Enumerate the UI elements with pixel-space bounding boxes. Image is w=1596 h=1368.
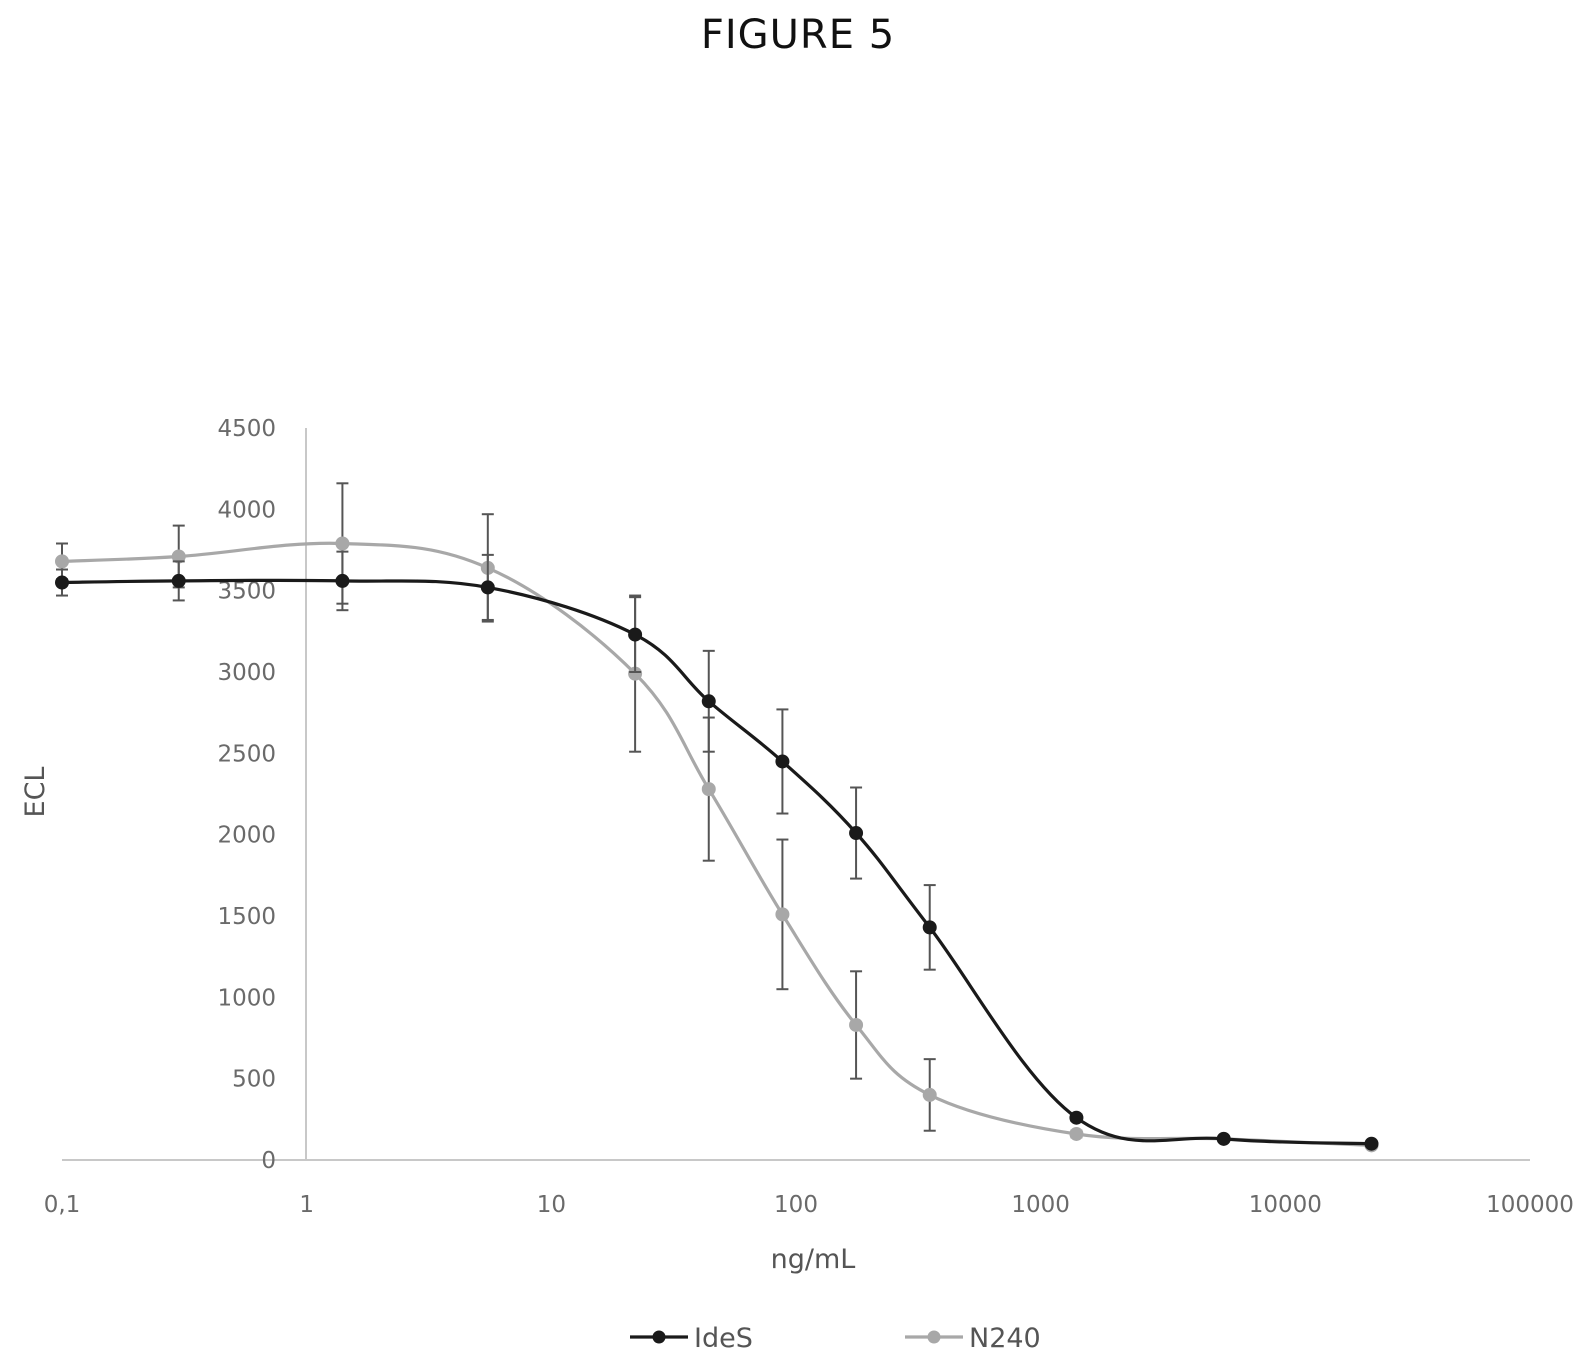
x-tick-label: 10 [537, 1192, 566, 1218]
data-point [922, 920, 937, 935]
axes [62, 428, 1530, 1161]
y-tick-label: 1000 [217, 985, 276, 1011]
legend-label: IdeS [694, 1323, 753, 1354]
x-tick-label: 100000 [1486, 1192, 1574, 1218]
y-axis-label: ECL [20, 767, 51, 818]
data-point [1364, 1136, 1379, 1151]
y-tick-label: 500 [232, 1067, 276, 1093]
data-point [1069, 1110, 1084, 1125]
legend: IdeS N240 [630, 1323, 1041, 1354]
data-point [628, 627, 643, 642]
y-tick-label: 3000 [217, 660, 276, 686]
data-point [1216, 1131, 1231, 1146]
x-tick-label: 100 [774, 1192, 818, 1218]
x-tick-label: 10000 [1249, 1192, 1322, 1218]
data-point [335, 573, 350, 588]
y-tick-label: 4500 [217, 416, 276, 442]
x-tick-labels: 0,1 1 10 100 1000 10000 100000 [44, 1192, 1574, 1218]
x-axis-label: ng/mL [771, 1244, 856, 1275]
data-point [480, 580, 495, 595]
y-tick-label: 2000 [217, 823, 276, 849]
y-tick-label: 3500 [217, 579, 276, 605]
legend-swatch-marker [652, 1330, 666, 1344]
y-tick-label: 0 [261, 1148, 276, 1174]
series-ides [55, 550, 1379, 1151]
data-point [849, 1017, 864, 1032]
data-point [849, 826, 864, 841]
data-point [1069, 1126, 1084, 1141]
legend-label: N240 [969, 1323, 1041, 1354]
data-point [55, 554, 69, 569]
series-line [61, 578, 1372, 1146]
x-tick-label: 0,1 [44, 1192, 81, 1218]
y-tick-label: 2500 [217, 741, 276, 767]
y-tick-label: 1500 [217, 904, 276, 930]
data-point [775, 754, 790, 769]
legend-swatch-marker [927, 1330, 941, 1344]
series-layer [55, 482, 1379, 1153]
data-point [922, 1087, 937, 1102]
data-point [775, 907, 790, 922]
data-point [701, 694, 716, 709]
x-tick-label: 1000 [1011, 1192, 1070, 1218]
data-point [701, 782, 716, 797]
data-point [335, 536, 350, 551]
data-point [171, 573, 186, 588]
x-tick-label: 1 [299, 1192, 314, 1218]
y-tick-label: 4000 [217, 497, 276, 523]
legend-item-n240: N240 [905, 1323, 1041, 1354]
legend-item-ides: IdeS [630, 1323, 753, 1354]
figure-title: FIGURE 5 [700, 12, 896, 58]
data-point [55, 575, 69, 590]
y-tick-labels: 0 500 1000 1500 2000 2500 3000 3500 4000 4500 [217, 416, 276, 1174]
